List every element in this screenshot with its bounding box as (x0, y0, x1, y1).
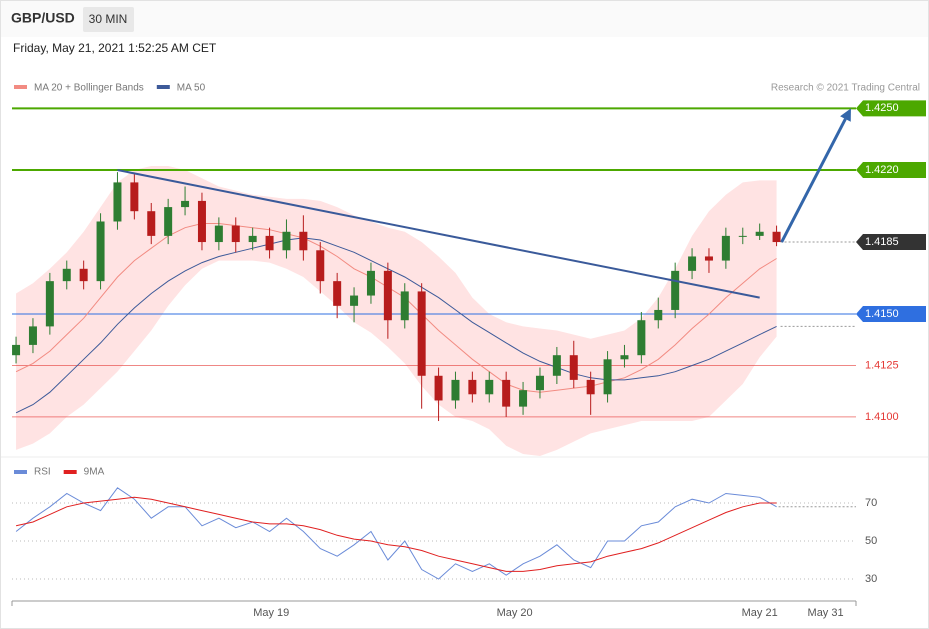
level-tag (856, 100, 926, 117)
candle-body (434, 375, 443, 401)
header-bar (1, 1, 928, 37)
candle-body (214, 225, 223, 243)
candle-body (96, 221, 105, 282)
legend-label: 9MA (84, 467, 105, 478)
level-label: 1.4150 (865, 308, 899, 320)
candle-body (721, 235, 730, 261)
level-label: 1.4100 (865, 411, 899, 423)
candle-body (671, 270, 680, 310)
y-tick-label: 70 (865, 497, 877, 509)
x-tick-label: May 21 (742, 607, 778, 619)
candle-body (366, 270, 375, 296)
candle-body (231, 225, 240, 243)
candle-body (45, 281, 54, 327)
candle-body (552, 355, 561, 376)
candle-body (535, 375, 544, 391)
candle-body (654, 309, 663, 321)
candle-body (164, 207, 173, 236)
legend-label: MA 50 (177, 83, 206, 94)
candle-body (12, 344, 21, 356)
legend-label: MA 20 + Bollinger Bands (34, 83, 144, 94)
trendline (117, 169, 760, 299)
candle-body (485, 379, 494, 395)
candle-body (688, 256, 697, 271)
y-tick-label: 30 (865, 573, 877, 585)
ma-line (15, 223, 777, 393)
candle-body (181, 200, 190, 208)
candle-body (113, 182, 122, 222)
legend-swatch (156, 85, 170, 89)
candle-body (299, 231, 308, 251)
rsi-line (15, 496, 777, 572)
candle-body (62, 268, 71, 282)
candle-body (772, 231, 781, 243)
forecast-arrow (780, 118, 847, 243)
candle-body (79, 268, 88, 282)
candle-body (147, 211, 156, 236)
legend-swatch (63, 470, 77, 474)
y-tick-label: 50 (865, 535, 877, 547)
candle-body (265, 235, 274, 251)
candle-body (755, 231, 764, 236)
candle-body (704, 256, 713, 261)
candle-body (637, 320, 646, 356)
interval-box[interactable] (83, 7, 134, 32)
candle-body (28, 326, 37, 345)
x-tick-label: May 31 (808, 607, 844, 619)
level-tag (856, 306, 926, 323)
timestamp: Friday, May 21, 2021 1:52:25 AM CET (13, 41, 217, 55)
candle-body (569, 355, 578, 380)
level-tag (856, 162, 926, 179)
candle-body (130, 182, 139, 212)
candle-body (738, 235, 747, 237)
level-label: 1.4220 (865, 164, 899, 176)
candle-body (603, 359, 612, 395)
level-label: 1.4250 (865, 102, 899, 114)
candle-body (468, 379, 477, 395)
x-tick-label: May 20 (497, 607, 533, 619)
candle-body (350, 295, 359, 306)
source-credit: Research © 2021 Trading Central (771, 83, 920, 94)
arrow-head (840, 108, 851, 122)
candle-body (519, 390, 528, 407)
candle-body (451, 379, 460, 401)
candle-body (316, 250, 325, 282)
legend-swatch (14, 470, 27, 474)
symbol: GBP/USD (11, 10, 75, 26)
legend-label: RSI (34, 467, 51, 478)
candle-body (248, 235, 257, 243)
candle-body (417, 291, 426, 376)
interval[interactable]: 30 MIN (89, 12, 128, 26)
rsi-line (15, 487, 777, 580)
candle-body (502, 379, 511, 407)
legend-swatch (14, 85, 27, 89)
candle-body (282, 231, 291, 251)
candle-body (333, 281, 342, 306)
candle-body (620, 355, 629, 360)
ma-line (15, 237, 777, 414)
level-label: 1.4185 (865, 236, 899, 248)
bollinger-band (16, 165, 777, 456)
candle-body (400, 291, 409, 321)
x-tick-label: May 19 (253, 607, 289, 619)
candle-body (586, 379, 595, 395)
candle-body (197, 200, 206, 243)
candle-body (383, 270, 392, 321)
level-label: 1.4125 (865, 359, 899, 371)
level-tag (856, 234, 926, 251)
